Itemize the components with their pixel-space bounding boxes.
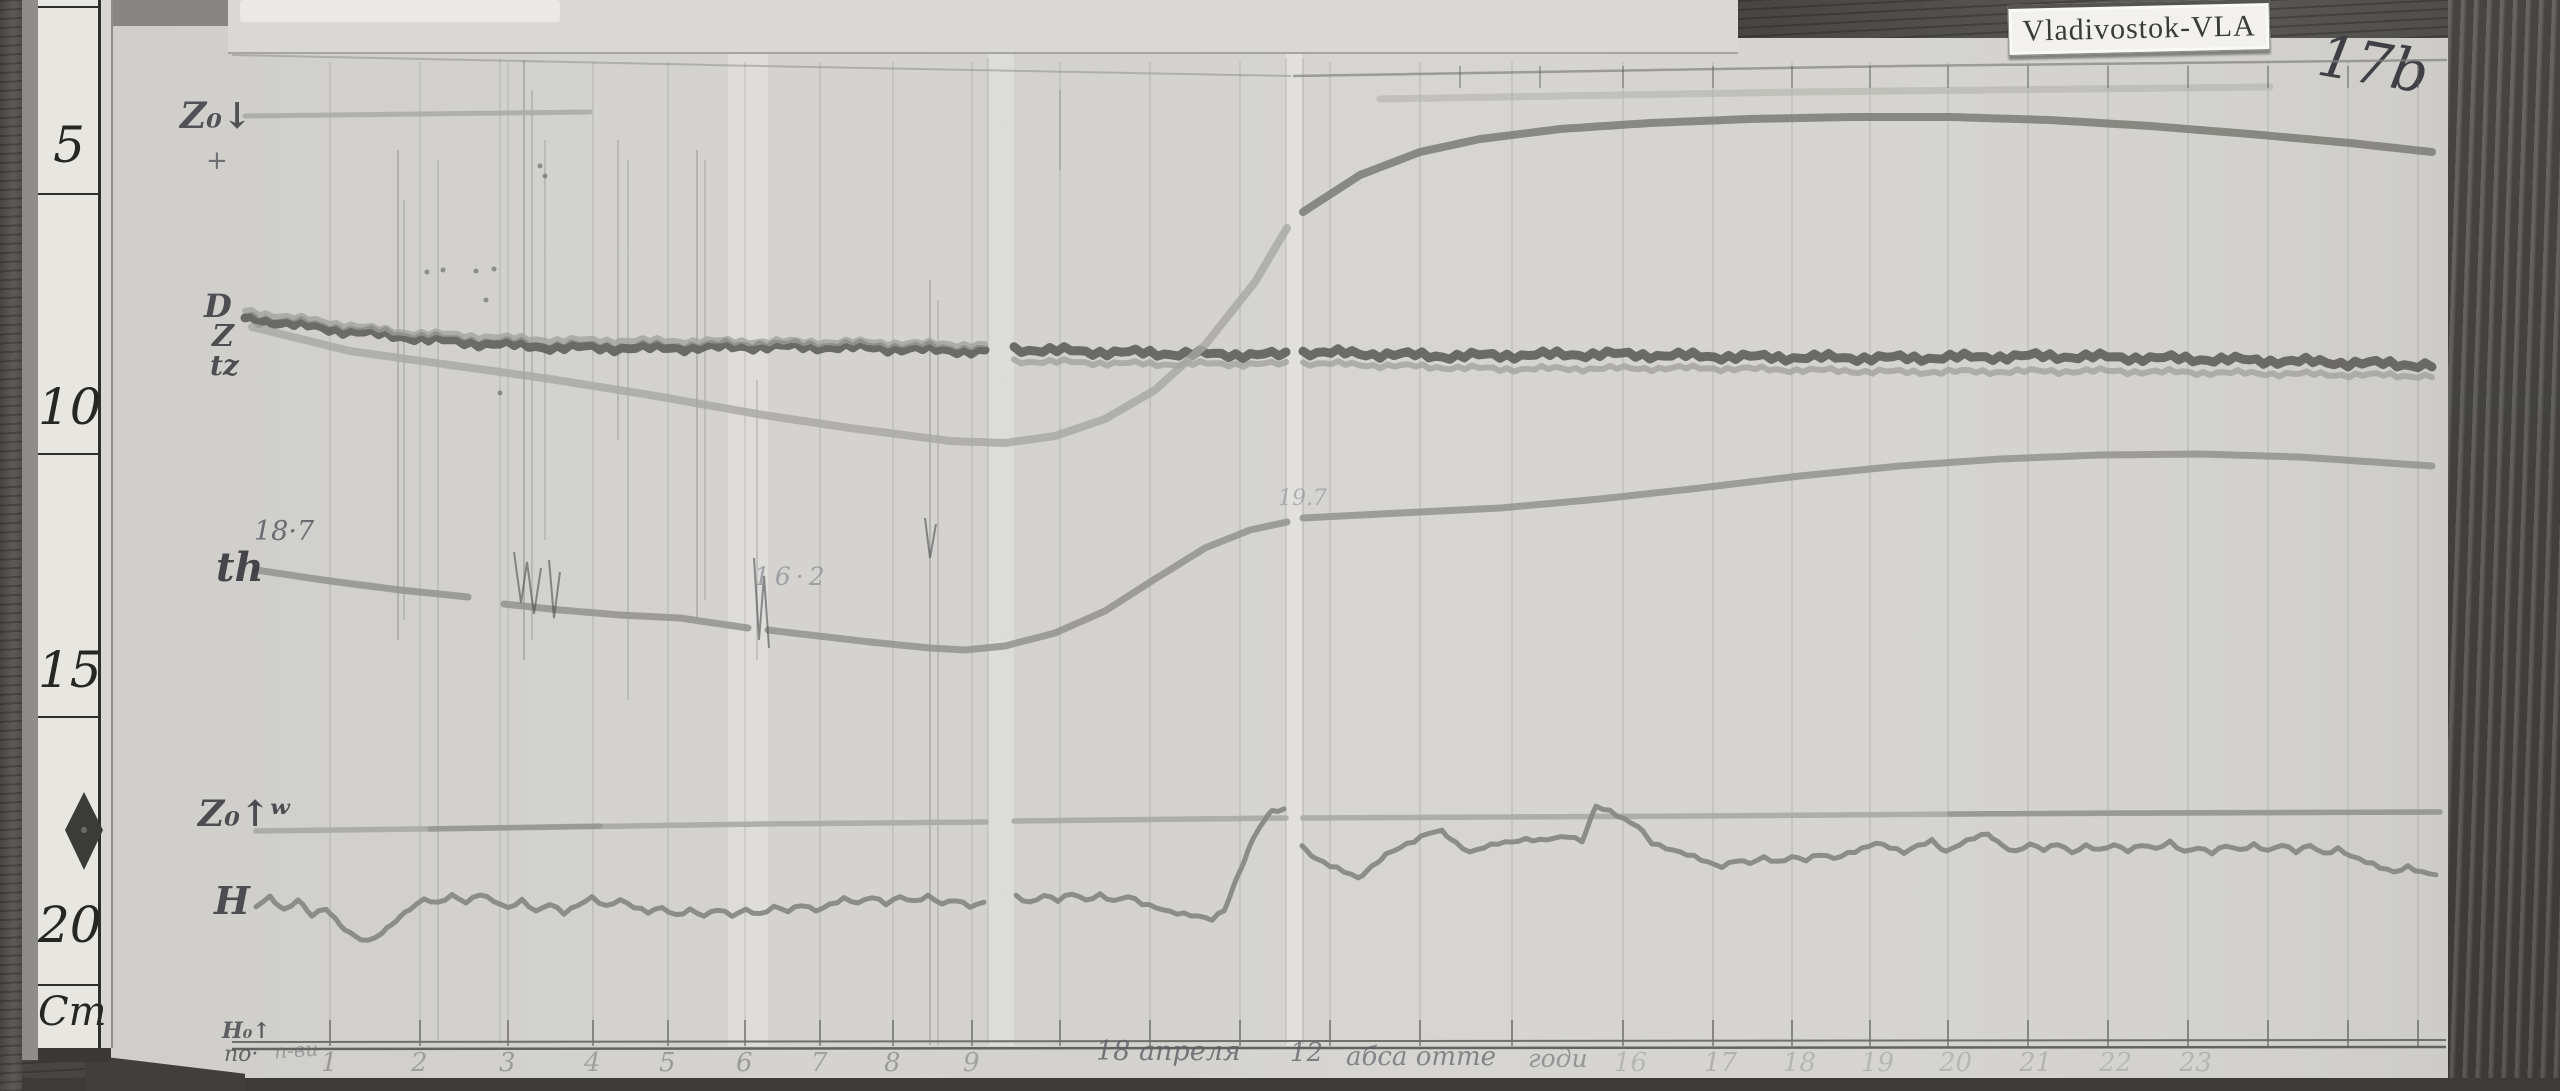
- hour-label-16: 16: [1614, 1048, 1648, 1078]
- h-label: H: [214, 878, 250, 923]
- wood-right-edge: [2448, 0, 2560, 1091]
- date-note-12: 12: [1290, 1038, 1324, 1068]
- trace-th-curve: [764, 518, 1291, 654]
- film-speck: [483, 297, 489, 303]
- trace-z0-baseline-right: [1376, 83, 2274, 103]
- ruler-face: [38, 0, 101, 1048]
- ruler-mark-15: [38, 716, 98, 718]
- bottom-edge-line-1: [231, 1039, 2447, 1043]
- hour-label-20: 20: [1939, 1048, 1973, 1078]
- trace-z-trace-companion: [1300, 358, 2435, 381]
- corner-left-note-2: по·: [224, 1042, 259, 1067]
- ruler-diamond-dot: [81, 827, 87, 833]
- trace-d-trace: [1298, 344, 2437, 373]
- bottom-edge-line-2: [231, 1045, 2447, 1051]
- hour-label-4: 4: [584, 1048, 601, 1078]
- hour-label-9: 9: [963, 1048, 980, 1078]
- ruler-shadow-strip: [22, 0, 38, 1060]
- film-speck: [542, 173, 548, 179]
- ruler-label-20: 20: [38, 896, 102, 954]
- film-scratch: [924, 517, 937, 559]
- trace-h-baseline: [1011, 815, 1289, 824]
- corner-left-scribble: п-ви: [273, 1036, 319, 1064]
- corner-left-note-1: Н₀↑: [222, 1018, 271, 1044]
- ruler-label-5: 5: [53, 116, 85, 174]
- film-scratch: [753, 557, 770, 649]
- ruler-right-edge: [101, 0, 113, 1048]
- trace-th-curve: [1299, 450, 2436, 522]
- hour-label-23: 23: [2179, 1048, 2213, 1078]
- th-value-18-7: 18·7: [254, 516, 315, 547]
- ruler-mark-0: [38, 6, 98, 8]
- hour-label-21: 21: [2019, 1048, 2053, 1078]
- paper-top-torn-piece: [240, 0, 560, 22]
- trace-th-curve: [252, 566, 472, 601]
- hour-label-1: 1: [321, 1048, 338, 1078]
- hour-label-17: 17: [1704, 1048, 1738, 1078]
- trace-d-trace: [1009, 342, 1291, 363]
- z0-plus-mark: +: [206, 146, 228, 176]
- hour-label-3: 3: [499, 1048, 516, 1078]
- ruler-left-wood: [0, 0, 22, 1091]
- trace-h-trace: [253, 892, 987, 943]
- film-scratch: [513, 551, 542, 615]
- trace-z-trace-companion: [242, 307, 988, 351]
- ruler-mark-10: [38, 453, 98, 455]
- film-speck: [440, 267, 446, 273]
- wood-bottom-edge: [0, 1078, 2560, 1091]
- hour-label-22: 22: [2099, 1048, 2133, 1078]
- ruler-mark-20: [38, 984, 98, 986]
- ruler-unit-label: Cm: [38, 989, 107, 1035]
- hour-label-7: 7: [811, 1048, 828, 1078]
- hour-label-6: 6: [736, 1048, 753, 1078]
- hour-label-2: 2: [411, 1048, 428, 1078]
- hour-label-19: 19: [1861, 1048, 1895, 1078]
- tz-label: tz: [210, 349, 239, 382]
- trace-th-curve: [500, 600, 752, 632]
- trace-h-baseline: [253, 819, 989, 834]
- trace-h-baseline-dark-segment: [427, 823, 603, 832]
- hour-label-18: 18: [1783, 1048, 1817, 1078]
- date-note-godi: годи: [1528, 1044, 1588, 1073]
- film-scratch: [548, 559, 561, 619]
- z0-down-label: Z₀↓: [180, 95, 253, 137]
- trace-h-trace: [1013, 806, 1287, 923]
- film-seam-band: [728, 54, 768, 1046]
- ruler-bottom-cap: [38, 1048, 111, 1062]
- ruler-label-10: 10: [38, 378, 102, 436]
- trace-d-trace: [240, 312, 990, 359]
- trace-tz-curve-descending: [248, 224, 1291, 447]
- trace-h-trace: [1299, 803, 2439, 881]
- film-speck: [473, 268, 479, 274]
- film-seam-band: [988, 54, 1014, 1046]
- trace-z-arc-top: [1299, 113, 2436, 216]
- film-speck: [537, 163, 543, 169]
- film-speck: [424, 269, 430, 275]
- ruler-mark-5: [38, 193, 98, 195]
- hour-label-5: 5: [659, 1048, 676, 1078]
- note-16-2: 16·2: [754, 562, 830, 591]
- trace-film-top-edge-left: [232, 54, 1291, 77]
- hour-label-8: 8: [884, 1048, 901, 1078]
- trace-z0-baseline-left: [242, 109, 593, 119]
- z-label: Z: [212, 319, 234, 354]
- trace-h-baseline-dark-segment: [1947, 809, 2443, 817]
- th-label: th: [216, 544, 264, 591]
- film-speck: [497, 390, 503, 396]
- trace-z-trace-companion: [1011, 356, 1289, 370]
- date-note: 18 апреля: [1096, 1036, 1241, 1067]
- film-seam-band: [1286, 54, 1302, 1046]
- date-note-abs: абса отте: [1346, 1042, 1497, 1072]
- d-label: D: [204, 287, 232, 325]
- ruler-label-15: 15: [38, 641, 102, 699]
- z0-up-label: Z₀↑ʷ: [198, 793, 290, 835]
- note-19-7: 19.7: [1278, 486, 1327, 511]
- film-speck: [491, 266, 497, 272]
